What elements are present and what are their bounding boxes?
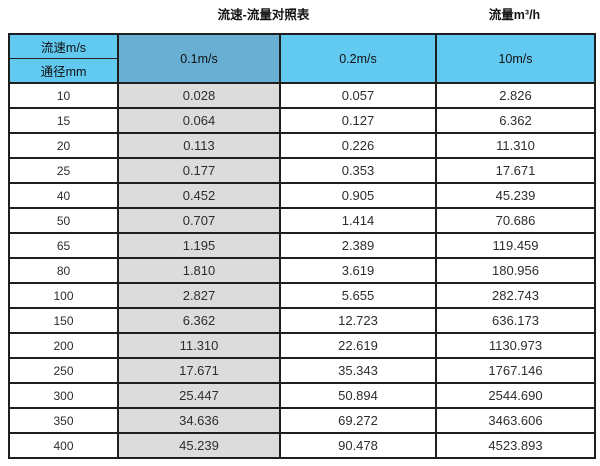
flow-rate-table: 流速m/s 0.1m/s 0.2m/s 10m/s 通径mm 10 0.028 …: [8, 33, 596, 459]
flow-value-cell-0-1: 0.177: [117, 157, 281, 184]
flow-value-cell-10: 17.671: [435, 157, 596, 184]
table-row: 15 0.064 0.127 6.362: [8, 107, 596, 134]
flow-value-cell-10: 4523.893: [435, 432, 596, 459]
flow-value-cell-0-2: 1.414: [279, 207, 437, 234]
diameter-cell: 400: [8, 432, 119, 459]
flow-value-cell-0-2: 0.127: [279, 107, 437, 134]
diameter-cell: 15: [8, 107, 119, 134]
table-row: 400 45.239 90.478 4523.893: [8, 432, 596, 459]
table-row: 65 1.195 2.389 119.459: [8, 232, 596, 259]
diameter-cell: 200: [8, 332, 119, 359]
table-row: 100 2.827 5.655 282.743: [8, 282, 596, 309]
flow-value-cell-10: 70.686: [435, 207, 596, 234]
corner-velocity-label: 流速m/s: [8, 33, 119, 59]
flow-value-cell-10: 636.173: [435, 307, 596, 334]
flow-value-cell-0-2: 69.272: [279, 407, 437, 434]
diameter-cell: 100: [8, 282, 119, 309]
flow-unit-label: 流量m³/h: [488, 8, 541, 22]
table-body: 10 0.028 0.057 2.826 15 0.064 0.127 6.36…: [8, 82, 596, 459]
flow-value-cell-0-2: 0.057: [279, 82, 437, 109]
diameter-cell: 150: [8, 307, 119, 334]
flow-value-cell-0-2: 90.478: [279, 432, 437, 459]
table-row: 25 0.177 0.353 17.671: [8, 157, 596, 184]
table-header: 流速m/s 0.1m/s 0.2m/s 10m/s 通径mm: [8, 33, 596, 84]
flow-value-cell-0-1: 0.028: [117, 82, 281, 109]
flow-value-cell-0-2: 3.619: [279, 257, 437, 284]
flow-value-cell-0-1: 0.064: [117, 107, 281, 134]
flow-value-cell-0-1: 11.310: [117, 332, 281, 359]
diameter-cell: 250: [8, 357, 119, 384]
table-row: 300 25.447 50.894 2544.690: [8, 382, 596, 409]
flow-value-cell-0-2: 0.226: [279, 132, 437, 159]
flow-value-cell-0-2: 22.619: [279, 332, 437, 359]
flow-value-cell-10: 11.310: [435, 132, 596, 159]
flow-value-cell-10: 1130.973: [435, 332, 596, 359]
table-row: 250 17.671 35.343 1767.146: [8, 357, 596, 384]
flow-value-cell-10: 180.956: [435, 257, 596, 284]
corner-diameter-label: 通径mm: [8, 58, 119, 84]
flow-value-cell-10: 45.239: [435, 182, 596, 209]
table-row: 150 6.362 12.723 636.173: [8, 307, 596, 334]
flow-value-cell-10: 6.362: [435, 107, 596, 134]
table-row: 20 0.113 0.226 11.310: [8, 132, 596, 159]
diameter-cell: 65: [8, 232, 119, 259]
flow-value-cell-10: 119.459: [435, 232, 596, 259]
diameter-cell: 350: [8, 407, 119, 434]
flow-value-cell-0-2: 5.655: [279, 282, 437, 309]
table-row: 10 0.028 0.057 2.826: [8, 82, 596, 109]
flow-value-cell-10: 1767.146: [435, 357, 596, 384]
flow-value-cell-0-2: 12.723: [279, 307, 437, 334]
table-row: 50 0.707 1.414 70.686: [8, 207, 596, 234]
diameter-cell: 40: [8, 182, 119, 209]
flow-value-cell-10: 3463.606: [435, 407, 596, 434]
flow-value-cell-0-1: 25.447: [117, 382, 281, 409]
page-title: 流速-流量对照表: [217, 8, 310, 22]
table-row: 200 11.310 22.619 1130.973: [8, 332, 596, 359]
flow-value-cell-10: 282.743: [435, 282, 596, 309]
flow-value-cell-0-1: 17.671: [117, 357, 281, 384]
velocity-column-header-0-2: 0.2m/s: [279, 33, 437, 84]
table-row: 350 34.636 69.272 3463.606: [8, 407, 596, 434]
table-row: 40 0.452 0.905 45.239: [8, 182, 596, 209]
flow-value-cell-0-1: 34.636: [117, 407, 281, 434]
table-row: 80 1.810 3.619 180.956: [8, 257, 596, 284]
flow-value-cell-0-1: 1.195: [117, 232, 281, 259]
flow-value-cell-0-1: 1.810: [117, 257, 281, 284]
flow-value-cell-10: 2.826: [435, 82, 596, 109]
flow-value-cell-0-2: 2.389: [279, 232, 437, 259]
diameter-cell: 10: [8, 82, 119, 109]
flow-value-cell-0-1: 6.362: [117, 307, 281, 334]
flow-value-cell-0-1: 0.113: [117, 132, 281, 159]
velocity-column-header-0-1: 0.1m/s: [117, 33, 281, 84]
flow-value-cell-0-1: 2.827: [117, 282, 281, 309]
diameter-cell: 300: [8, 382, 119, 409]
flow-value-cell-0-2: 50.894: [279, 382, 437, 409]
flow-value-cell-0-2: 0.905: [279, 182, 437, 209]
diameter-cell: 80: [8, 257, 119, 284]
flow-value-cell-0-1: 0.707: [117, 207, 281, 234]
flow-value-cell-0-2: 0.353: [279, 157, 437, 184]
velocity-column-header-10: 10m/s: [435, 33, 596, 84]
flow-value-cell-0-1: 45.239: [117, 432, 281, 459]
diameter-cell: 25: [8, 157, 119, 184]
flow-value-cell-10: 2544.690: [435, 382, 596, 409]
diameter-cell: 50: [8, 207, 119, 234]
flow-value-cell-0-2: 35.343: [279, 357, 437, 384]
flow-value-cell-0-1: 0.452: [117, 182, 281, 209]
diameter-cell: 20: [8, 132, 119, 159]
